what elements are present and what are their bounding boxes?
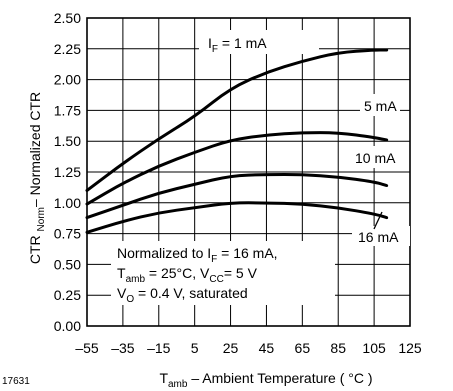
y-tick-label: 1.50: [54, 133, 81, 149]
annotation-bg: [111, 241, 335, 305]
series-line-0: [85, 48, 389, 192]
y-tick-label: 1.25: [54, 164, 81, 180]
x-tick-label: 5: [191, 340, 199, 356]
x-axis-label: Tamb – Ambient Temperature ( °C ): [159, 370, 372, 390]
label-bg-10ma: [351, 146, 399, 168]
annotation-line-1: Normalized to IF = 16 mA,: [117, 245, 278, 265]
series-line-3: [85, 201, 389, 234]
y-tick-label: 0.75: [54, 226, 81, 242]
series-label-16ma: 16 mA: [358, 229, 399, 245]
y-axis-label: CTR Norm– Normalized CTR: [27, 92, 47, 264]
plot-frame: [86, 17, 411, 327]
x-tick-label: 85: [330, 340, 346, 356]
series-label-5ma: 5 mA: [364, 98, 397, 114]
y-tick-label: 1.75: [54, 102, 81, 118]
series-line-2: [85, 172, 389, 220]
y-tick-label: 1.00: [54, 195, 81, 211]
series-line-1: [85, 131, 389, 206]
annotation-line-2: Tamb = 25°C, VCC= 5 V: [117, 265, 258, 285]
x-tick-label: 25: [223, 340, 239, 356]
y-tick-label: 0.00: [54, 318, 81, 334]
x-tick-label: 45: [259, 340, 275, 356]
y-tick-labels: 0.00 0.25 0.50 0.75 1.00 1.25 1.50 1.75 2.00 2.25…: [54, 10, 81, 334]
x-tick-label: 125: [398, 340, 422, 356]
x-tick-label: 65: [295, 340, 311, 356]
series-labels: IF = 1 mA 5 mA 10 mA 16 mA: [199, 30, 410, 246]
series-label-1ma: IF = 1 mA: [208, 35, 267, 55]
series-label-10ma: 10 mA: [355, 150, 396, 166]
label-pointer-16ma: [373, 211, 383, 230]
y-tick-label: 0.25: [54, 287, 81, 303]
x-tick-label: –35: [111, 340, 135, 356]
label-bg-5ma: [360, 94, 400, 116]
y-tick-label: 2.25: [54, 41, 81, 57]
y-tick-label: 0.50: [54, 256, 81, 272]
label-bg-1ma: [199, 30, 319, 54]
x-tick-labels: –55 –35 –15 5 25 45 65 85 105 125: [75, 340, 422, 356]
annotation-line-3: VO = 0.4 V, saturated: [117, 285, 248, 305]
x-tick-label: –55: [75, 340, 99, 356]
x-tick-label: –15: [147, 340, 171, 356]
y-tick-label: 2.50: [54, 10, 81, 26]
label-bg-16ma: [352, 226, 410, 246]
x-tick-label: 105: [362, 340, 386, 356]
y-tick-label: 2.00: [54, 72, 81, 88]
figure-id: 17631: [2, 376, 30, 387]
series-lines: [85, 48, 389, 234]
conditions-annotation: Normalized to IF = 16 mA, Tamb = 25°C, V…: [111, 241, 335, 305]
